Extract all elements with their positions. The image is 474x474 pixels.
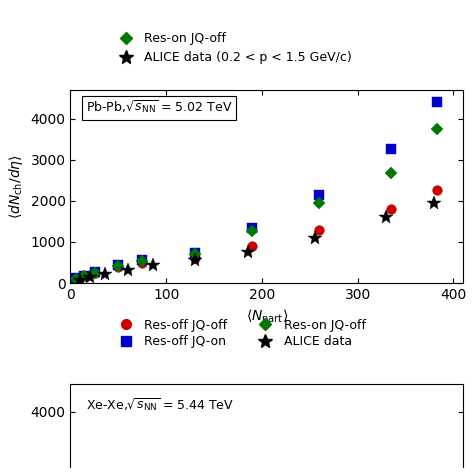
X-axis label: $\langle N_{\mathrm{part}} \rangle$: $\langle N_{\mathrm{part}} \rangle$ [246, 308, 288, 327]
Y-axis label: $\langle dN_{\mathrm{ch}}/d\eta \rangle$: $\langle dN_{\mathrm{ch}}/d\eta \rangle$ [7, 154, 25, 219]
Text: Xe-Xe,$\sqrt{s_{\mathrm{NN}}}$ = 5.44 TeV: Xe-Xe,$\sqrt{s_{\mathrm{NN}}}$ = 5.44 Te… [86, 397, 234, 414]
Legend: Res-on JQ-off, ALICE data (0.2 < p < 1.5 GeV/c): Res-on JQ-off, ALICE data (0.2 < p < 1.5… [108, 27, 357, 70]
Text: Pb-Pb,$\sqrt{s_{\mathrm{NN}}}$ = 5.02 TeV: Pb-Pb,$\sqrt{s_{\mathrm{NN}}}$ = 5.02 Te… [86, 100, 233, 117]
Legend: Res-off JQ-off, Res-off JQ-on, Res-on JQ-off, ALICE data: Res-off JQ-off, Res-off JQ-on, Res-on JQ… [108, 314, 371, 354]
